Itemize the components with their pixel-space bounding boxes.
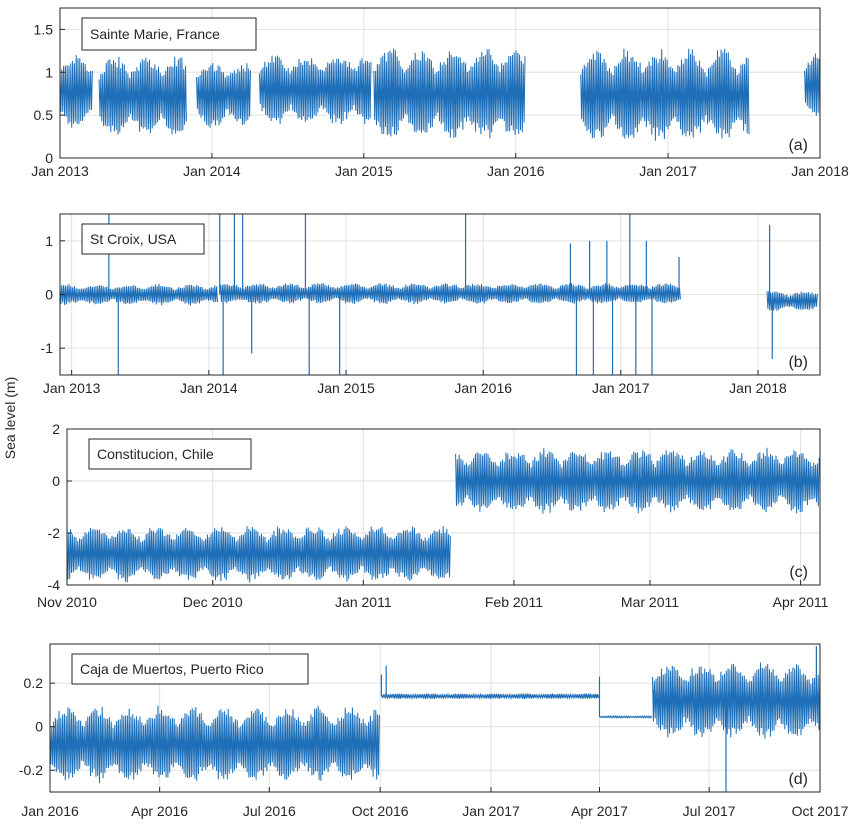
y-tick-label: 0 <box>45 150 53 166</box>
series-segment <box>258 55 372 124</box>
panel-b: Jan 2013 Jan 2014 Jan 2015 Jan 2016 Jan 2017… <box>41 213 821 396</box>
station-label-box <box>71 653 309 685</box>
x-tick-label: Jan 2013 <box>43 380 101 396</box>
y-tick-label: 1 <box>45 64 53 80</box>
x-tick-label: Jan 2011 <box>335 594 392 610</box>
x-tick-label: Jan 2018 <box>791 163 849 179</box>
x-tick-label: Jan 2016 <box>21 803 79 819</box>
y-tick-label: 2 <box>52 421 60 437</box>
y-tick-label: 0 <box>52 473 60 489</box>
x-tick-label: Nov 2010 <box>37 594 97 610</box>
y-tick-label: 0.5 <box>34 107 54 123</box>
x-tick-label: Jan 2017 <box>592 380 650 396</box>
axes-box <box>66 428 821 586</box>
x-tick-label: Dec 2010 <box>183 594 243 610</box>
series-segment <box>599 714 653 719</box>
axes-box <box>59 7 821 159</box>
y-tick-label: -1 <box>41 340 54 356</box>
panel-c: Nov 2010 Dec 2010 Jan 2011 Feb 2011 Mar 2011… <box>37 421 829 610</box>
series-segment <box>60 55 93 128</box>
x-tick-label: Mar 2011 <box>621 594 679 610</box>
x-tick-label: Oct 2016 <box>352 803 409 819</box>
x-tick-label: Jan 2017 <box>462 803 520 819</box>
station-label: Caja de Muertos, Puerto Rico <box>80 661 264 677</box>
x-tick-label: Jan 2016 <box>487 163 545 179</box>
y-tick-label: -2 <box>48 525 61 541</box>
x-tick-label: Feb 2011 <box>485 594 543 610</box>
y-tick-label: 0.2 <box>24 675 44 691</box>
x-tick-label: Jan 2014 <box>180 380 238 396</box>
panel-letter: (c) <box>789 564 808 581</box>
x-tick-label: Jan 2014 <box>183 163 241 179</box>
x-tick-label: Jul 2016 <box>243 803 296 819</box>
axes-box <box>49 643 821 793</box>
y-tick-label: 1 <box>45 233 53 249</box>
series-segment <box>380 692 600 700</box>
y-tick-label: 0 <box>35 719 43 735</box>
series-segment <box>60 283 218 306</box>
y-axis-label: Sea level (m) <box>2 377 18 459</box>
x-tick-label: Jan 2018 <box>729 380 787 396</box>
x-tick-label: Jan 2015 <box>335 163 393 179</box>
station-label: Constitucion, Chile <box>97 446 214 462</box>
x-tick-label: Jan 2016 <box>454 380 512 396</box>
y-tick-label: -4 <box>48 577 61 593</box>
x-tick-label: Oct 2017 <box>792 803 849 819</box>
x-tick-label: Jan 2015 <box>317 380 375 396</box>
series-segment <box>804 53 820 117</box>
x-tick-label: Apr 2016 <box>131 803 188 819</box>
x-tick-label: Jul 2017 <box>683 803 736 819</box>
series-segment <box>580 48 750 141</box>
panel-d: Jan 2016 Apr 2016 Jul 2016 Oct 2016 Jan 2017… <box>19 643 849 819</box>
series-segment <box>373 48 526 139</box>
station-label-box <box>88 438 252 470</box>
station-label-box <box>81 17 257 51</box>
y-tick-label: 0 <box>45 287 53 303</box>
y-tick-label: -0.2 <box>19 762 43 778</box>
station-label: St Croix, USA <box>90 231 177 247</box>
series-segment <box>50 705 380 784</box>
panel-letter: (b) <box>788 354 808 371</box>
series-segment <box>67 526 451 583</box>
x-tick-label: Apr 2011 <box>773 594 829 610</box>
station-label: Sainte Marie, France <box>90 26 220 42</box>
panel-letter: (a) <box>788 137 808 154</box>
x-tick-label: Apr 2017 <box>571 803 628 819</box>
series-segment <box>455 447 820 514</box>
series-segment <box>766 291 818 312</box>
series-segment <box>220 282 681 305</box>
panel-a: Jan 2013 Jan 2014 Jan 2015 Jan 2016 Jan 2017… <box>31 7 849 179</box>
series-segment <box>196 63 251 128</box>
x-tick-label: Jan 2017 <box>639 163 697 179</box>
y-tick-label: 1.5 <box>34 21 54 37</box>
station-label-box <box>81 223 205 255</box>
panel-letter: (d) <box>788 771 808 788</box>
series-segment <box>652 662 820 739</box>
series-segment <box>98 56 187 135</box>
x-tick-label: Jan 2013 <box>31 163 89 179</box>
